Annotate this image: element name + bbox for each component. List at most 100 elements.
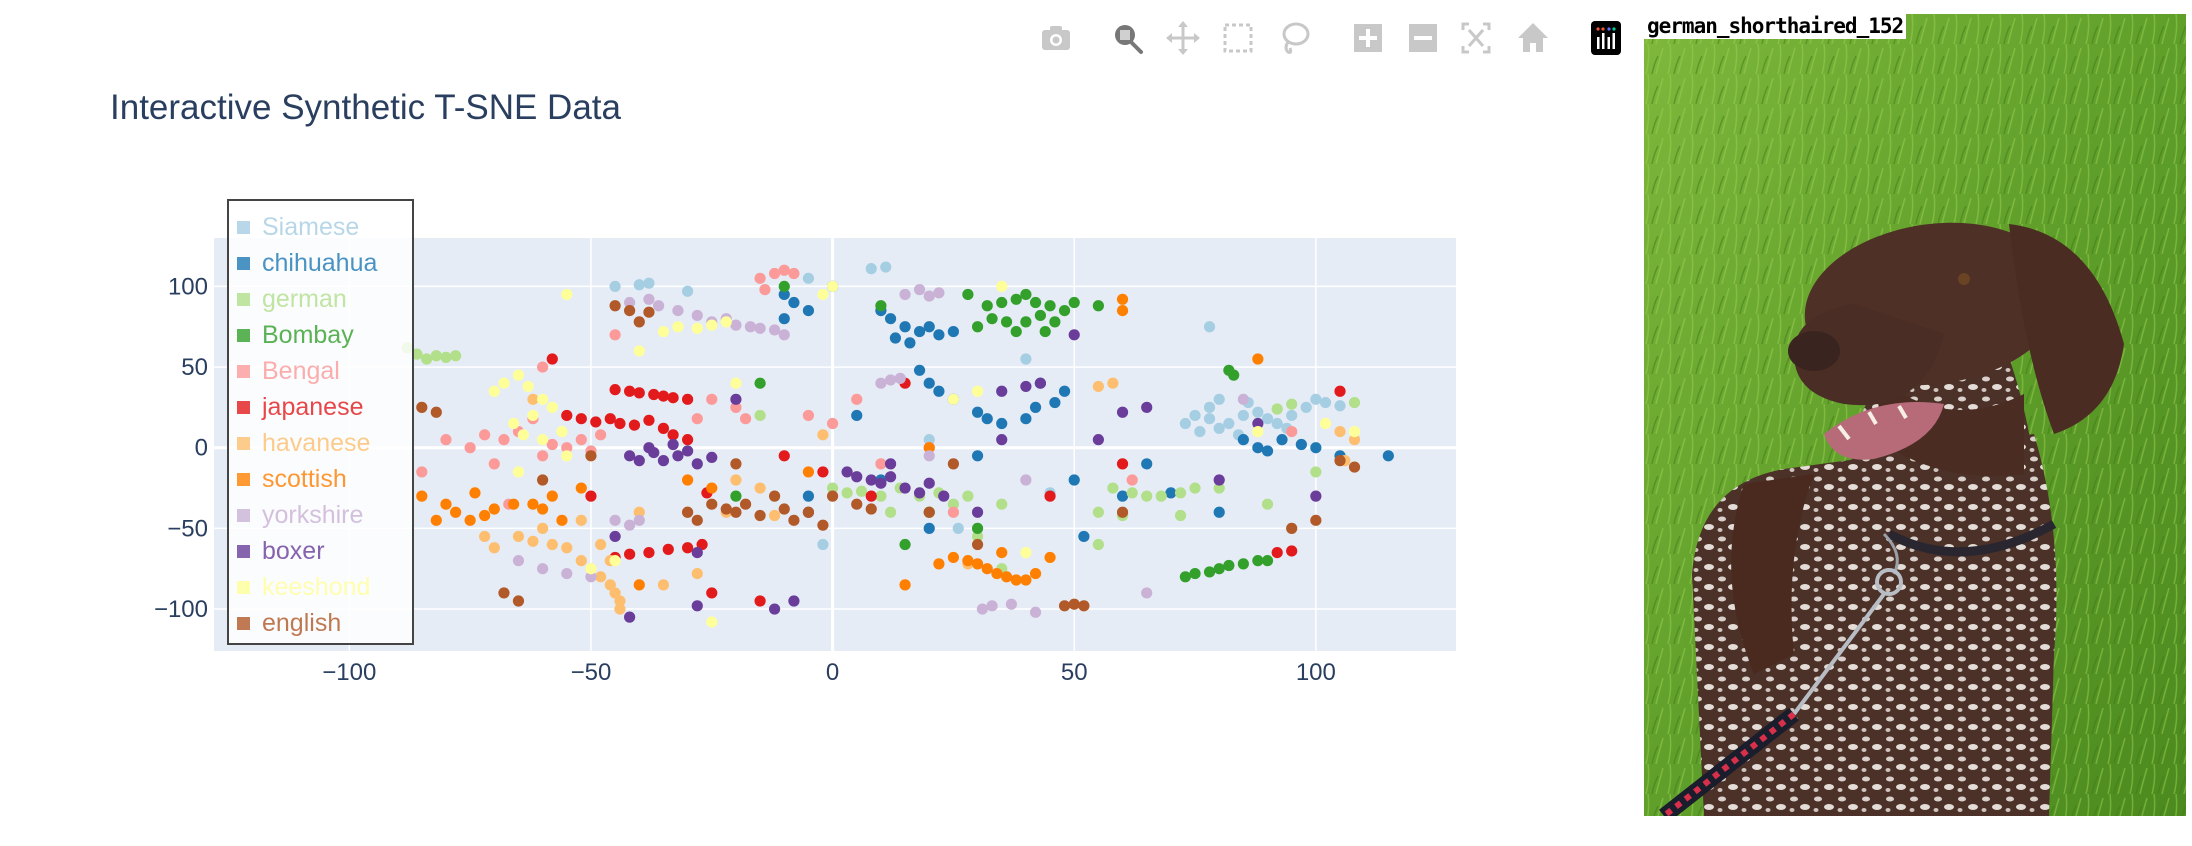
legend-item-japanese[interactable]: japanese — [237, 389, 363, 425]
data-point[interactable] — [440, 351, 452, 363]
data-point[interactable] — [1179, 417, 1191, 430]
legend-item-scottish[interactable]: scottish — [237, 461, 347, 497]
legend-item-german[interactable]: german — [237, 281, 347, 317]
data-point[interactable] — [643, 414, 655, 426]
plot-area[interactable] — [214, 238, 1456, 651]
data-point[interactable] — [778, 280, 790, 292]
data-point[interactable] — [817, 519, 829, 531]
data-point[interactable] — [609, 587, 621, 599]
data-point[interactable] — [1286, 398, 1298, 410]
legend-item-bombay[interactable]: Bombay — [237, 317, 354, 353]
data-point[interactable] — [1020, 574, 1032, 586]
data-point[interactable] — [1348, 461, 1361, 473]
data-point[interactable] — [754, 509, 766, 522]
data-point[interactable] — [643, 293, 655, 305]
download-png-button[interactable] — [1038, 18, 1074, 58]
data-point[interactable] — [754, 322, 766, 334]
data-point[interactable] — [1237, 393, 1249, 405]
data-point[interactable] — [971, 558, 984, 570]
data-point[interactable] — [1174, 509, 1187, 522]
data-point[interactable] — [1295, 438, 1307, 451]
data-point[interactable] — [778, 313, 790, 325]
data-point[interactable] — [739, 498, 752, 510]
data-point[interactable] — [561, 450, 573, 462]
data-point[interactable] — [575, 434, 587, 446]
data-point[interactable] — [682, 285, 694, 297]
data-point[interactable] — [556, 514, 568, 526]
data-point[interactable] — [923, 377, 935, 389]
data-point[interactable] — [1252, 555, 1264, 567]
data-point[interactable] — [1237, 409, 1249, 422]
data-point[interactable] — [1348, 396, 1361, 409]
data-point[interactable] — [691, 309, 703, 322]
data-point[interactable] — [546, 490, 558, 502]
data-point[interactable] — [691, 567, 703, 580]
data-point[interactable] — [633, 345, 645, 357]
data-point[interactable] — [1310, 393, 1322, 405]
data-point[interactable] — [1092, 506, 1104, 518]
legend-item-siamese[interactable]: Siamese — [237, 209, 359, 245]
data-point[interactable] — [488, 385, 500, 397]
data-point[interactable] — [996, 385, 1008, 397]
data-point[interactable] — [971, 506, 984, 518]
data-point[interactable] — [1058, 385, 1071, 397]
data-point[interactable] — [609, 530, 621, 543]
data-point[interactable] — [730, 377, 742, 389]
data-point[interactable] — [1261, 555, 1274, 567]
data-point[interactable] — [802, 506, 815, 518]
data-point[interactable] — [691, 546, 703, 559]
data-point[interactable] — [913, 284, 926, 296]
data-point[interactable] — [624, 611, 636, 623]
data-point[interactable] — [923, 442, 935, 454]
data-point[interactable] — [706, 616, 718, 628]
data-point[interactable] — [754, 482, 766, 494]
data-point[interactable] — [537, 361, 549, 373]
data-point[interactable] — [614, 595, 626, 607]
data-point[interactable] — [788, 296, 800, 309]
data-point[interactable] — [996, 296, 1008, 309]
data-point[interactable] — [720, 503, 732, 515]
data-point[interactable] — [744, 321, 757, 333]
data-point[interactable] — [609, 329, 621, 341]
data-point[interactable] — [1189, 567, 1201, 580]
data-point[interactable] — [889, 332, 902, 344]
legend-item-bengal[interactable]: Bengal — [237, 353, 340, 389]
data-point[interactable] — [667, 429, 679, 441]
data-point[interactable] — [1044, 300, 1056, 312]
data-point[interactable] — [826, 417, 839, 430]
data-point[interactable] — [706, 319, 718, 331]
data-point[interactable] — [657, 422, 670, 434]
data-point[interactable] — [498, 587, 510, 599]
data-point[interactable] — [527, 409, 539, 422]
data-point[interactable] — [411, 348, 423, 360]
data-point[interactable] — [691, 458, 703, 470]
data-point[interactable] — [1310, 514, 1322, 526]
data-point[interactable] — [730, 458, 742, 470]
data-point[interactable] — [971, 530, 984, 543]
data-point[interactable] — [996, 417, 1008, 430]
data-point[interactable] — [1068, 296, 1080, 309]
data-point[interactable] — [430, 350, 442, 362]
data-point[interactable] — [865, 474, 877, 486]
data-point[interactable] — [416, 490, 428, 502]
data-point[interactable] — [682, 434, 694, 446]
data-point[interactable] — [1010, 325, 1022, 338]
data-point[interactable] — [633, 455, 645, 467]
data-point[interactable] — [1165, 487, 1177, 499]
data-point[interactable] — [1058, 600, 1071, 612]
data-point[interactable] — [817, 466, 829, 478]
data-point[interactable] — [884, 313, 897, 325]
data-point[interactable] — [682, 474, 694, 486]
data-point[interactable] — [1049, 316, 1061, 328]
data-point[interactable] — [512, 466, 525, 478]
data-point[interactable] — [1116, 506, 1129, 518]
data-point[interactable] — [488, 503, 500, 515]
data-point[interactable] — [624, 450, 636, 462]
data-point[interactable] — [904, 337, 916, 349]
data-point[interactable] — [604, 579, 616, 591]
data-point[interactable] — [971, 321, 984, 333]
data-point[interactable] — [1189, 409, 1201, 422]
data-point[interactable] — [1039, 325, 1051, 338]
data-point[interactable] — [754, 409, 766, 422]
data-point[interactable] — [817, 538, 829, 551]
